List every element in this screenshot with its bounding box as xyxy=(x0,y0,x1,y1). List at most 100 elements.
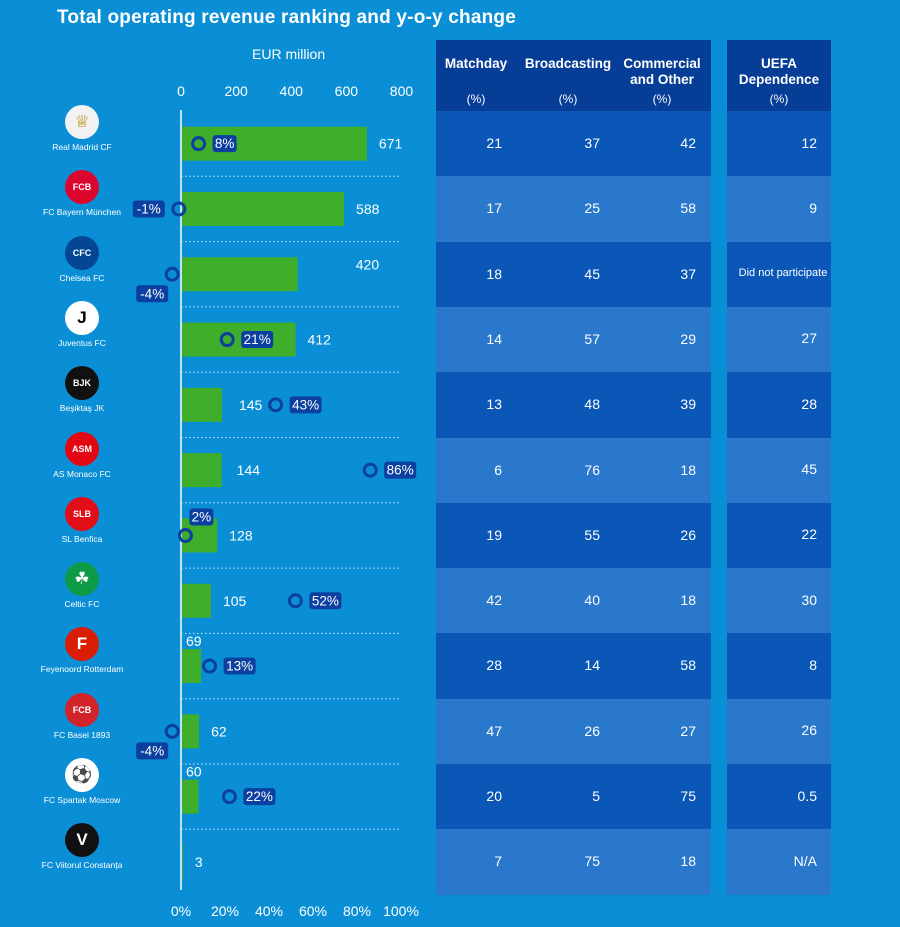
club-entry: V FC Viitorul Constanța xyxy=(40,823,124,870)
yoy-label-box xyxy=(132,200,165,218)
yoy-label-box xyxy=(243,788,276,806)
matchday-header: Matchday xyxy=(444,56,508,71)
yoy-value-label: 43% xyxy=(292,397,319,412)
broadcasting-cell: 37 xyxy=(584,135,600,151)
broadcasting-cell: 40 xyxy=(584,592,600,609)
commercial-cell: 27 xyxy=(680,722,696,739)
uefa-dependence-cell: 22 xyxy=(801,526,817,543)
matchday-cell: 21 xyxy=(486,135,502,151)
uefa-dependence-cell: 30 xyxy=(801,591,817,608)
revenue-value-label: 3 xyxy=(195,854,203,870)
table-row xyxy=(436,306,711,373)
club-entry: FCB FC Basel 1893 xyxy=(40,692,124,740)
club-name: Feyenoord Rotterdam xyxy=(40,664,124,675)
revenue-bar xyxy=(182,191,345,226)
bayern-crest-icon: FCB xyxy=(65,170,99,205)
matchday-cell: 17 xyxy=(486,200,502,217)
revenue-value-label: 62 xyxy=(211,723,227,739)
table-row xyxy=(436,241,711,308)
yoy-label-box xyxy=(384,461,417,479)
yoy-marker xyxy=(202,658,218,674)
monaco-crest-icon: ASM xyxy=(65,431,99,466)
basel-crest-icon: FCB xyxy=(65,692,99,727)
table-row xyxy=(436,437,711,504)
uefa-row xyxy=(727,568,831,634)
yoy-label-box xyxy=(136,742,169,760)
uefa-row xyxy=(727,502,831,569)
yoy-marker xyxy=(268,397,284,413)
commercial-cell: 37 xyxy=(680,265,696,282)
revenue-bar xyxy=(182,257,298,292)
club-name: FC Viitorul Constanța xyxy=(41,860,123,871)
revenue-value-label: 420 xyxy=(356,256,380,272)
revenue-tick-label: 200 xyxy=(224,83,248,99)
club-entry: ♕ Real Madrid CF xyxy=(40,105,124,152)
juventus-crest-icon: J xyxy=(65,300,99,335)
uefa-row xyxy=(727,111,831,177)
commercial-cell: 18 xyxy=(680,592,696,609)
club-name: Juventus FC xyxy=(58,337,106,348)
celtic-crest-icon: ☘ xyxy=(65,562,99,597)
yoy-value-label: 2% xyxy=(192,509,212,524)
revenue-tick-label: 800 xyxy=(390,83,414,99)
revenue-tick-label: 600 xyxy=(335,83,359,99)
revenue-bar xyxy=(182,583,211,618)
club-entry: J Juventus FC xyxy=(40,300,124,348)
table-row xyxy=(436,633,711,700)
besiktas-crest-icon: BJK xyxy=(65,366,99,401)
benfica-crest-icon: SLB xyxy=(65,496,99,531)
commercial-header: Commercial and Other xyxy=(623,56,701,87)
uefa-dependence-cell: 28 xyxy=(801,395,817,412)
yoy-tick-label: 0% xyxy=(171,903,191,919)
yoy-tick-label: 80% xyxy=(343,903,371,919)
real-madrid-crest-icon: ♕ xyxy=(65,105,99,139)
club-name: Beşiktaş JK xyxy=(59,403,105,414)
commercial-cell: 18 xyxy=(680,461,696,478)
revenue-value-label: 145 xyxy=(239,397,263,413)
commercial-cell: 39 xyxy=(680,396,696,413)
table-row xyxy=(436,502,711,569)
yoy-label-box xyxy=(289,396,322,414)
uefa-dependence-header: UEFA Dependence xyxy=(738,56,820,87)
yoy-label-box xyxy=(223,657,256,675)
feyenoord-crest-icon: F xyxy=(65,627,99,662)
broadcasting-cell: 5 xyxy=(592,788,600,804)
yoy-value-label: -4% xyxy=(140,743,164,758)
yoy-marker xyxy=(177,527,193,543)
uefa-row xyxy=(727,437,831,504)
uefa-dependence-cell: N/A xyxy=(793,852,817,869)
yoy-label-box xyxy=(212,135,237,153)
yoy-label-box xyxy=(136,285,169,303)
yoy-marker xyxy=(221,789,237,805)
commercial-cell: 58 xyxy=(680,657,696,674)
revenue-bar xyxy=(182,322,296,357)
broadcasting-cell: 14 xyxy=(584,657,600,674)
revenue-value-label: 128 xyxy=(229,527,253,543)
revenue-value-label: 69 xyxy=(186,633,202,649)
percent-unit-label: (%) xyxy=(558,92,578,106)
revenue-tick-label: 400 xyxy=(280,83,304,99)
matchday-cell: 6 xyxy=(494,461,502,478)
uefa-row xyxy=(727,306,831,373)
broadcasting-header: Broadcasting xyxy=(524,56,612,71)
club-entry: CFC Chelsea FC xyxy=(40,235,124,283)
yoy-marker xyxy=(219,332,235,348)
broadcasting-cell: 26 xyxy=(584,722,600,739)
uefa-dependence-cell: 8 xyxy=(809,656,817,673)
yoy-marker xyxy=(164,266,180,282)
uefa-dependence-cell: 9 xyxy=(809,199,817,216)
revenue-bar xyxy=(182,453,222,488)
yoy-label-box xyxy=(309,592,342,610)
uefa-dependence-cell: 0.5 xyxy=(797,787,817,804)
matchday-cell: 13 xyxy=(486,396,502,413)
club-entry: ☘ Celtic FC xyxy=(40,562,124,609)
table-row xyxy=(436,176,711,243)
revenue-value-label: 60 xyxy=(186,764,202,780)
revenue-value-label: 588 xyxy=(356,201,380,217)
uefa-row xyxy=(727,372,831,438)
commercial-cell: 29 xyxy=(680,330,696,347)
revenue-value-label: 105 xyxy=(223,593,247,609)
spartak-crest-icon: ⚽ xyxy=(65,758,99,792)
revenue-bar xyxy=(182,779,199,814)
yoy-value-label: -4% xyxy=(140,286,164,301)
